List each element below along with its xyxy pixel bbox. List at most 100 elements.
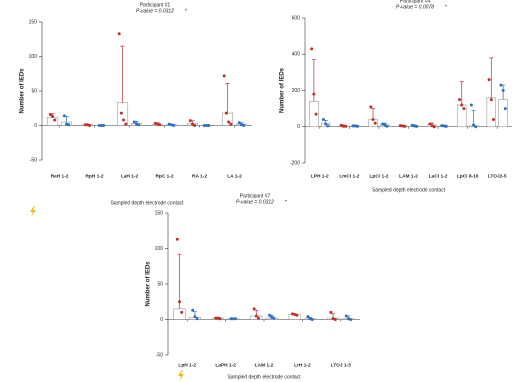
x-tick-label: LAM 1-2 [399,173,418,179]
data-point [333,318,337,321]
data-point [158,123,162,127]
chart-subtitle: P-value = 0.0078 [396,4,434,10]
data-point [191,308,195,312]
data-point [415,124,419,128]
error-bar [120,45,125,103]
data-point [207,124,211,127]
data-point [48,112,52,116]
y-tick-label: 0 [160,317,163,323]
y-axis-label: Number of IEDs [20,68,26,114]
data-point [341,124,345,128]
data-point [401,124,405,128]
data-point [193,124,197,127]
data-point [254,314,258,318]
data-point [188,119,192,123]
data-point [440,124,444,128]
y-tick-label: 600 [292,15,301,21]
data-point [137,123,141,127]
x-axis-label: Sampled depth electrode contact [227,374,301,380]
bar [498,99,508,128]
data-point [458,98,462,102]
data-point [180,310,184,314]
data-point [444,124,448,128]
data-point [117,32,121,36]
data-point [202,124,206,127]
stim-icon [30,206,184,381]
data-point [469,103,473,107]
data-point [460,103,464,107]
data-point [83,123,87,127]
bar [173,308,186,320]
y-axis-label: Number of IEDs [146,261,152,307]
data-point [227,120,231,124]
error-bar [489,57,494,98]
significance: * [445,4,447,10]
x-tick-label: LaPH 1-2 [215,362,236,368]
data-point [474,125,478,129]
x-tick-label: LaCi 1-2 [429,173,448,179]
y-tick-label: 150 [29,19,38,25]
data-point [205,124,208,127]
data-point [119,111,123,115]
data-point [272,316,276,320]
data-point [310,47,314,51]
data-point [344,314,348,318]
data-point [312,92,316,96]
data-point [195,317,199,321]
data-point [193,315,197,319]
data-point [499,83,503,87]
chart-title: Participant #1 [140,2,171,8]
data-point [373,121,377,125]
bar [486,97,497,128]
x-tick-label: LA 1-2 [227,173,242,179]
data-point [233,317,237,321]
data-point [428,122,432,126]
data-point [222,74,226,78]
data-point [492,118,495,121]
chart-title: Participant #7 [240,193,271,199]
data-point [355,124,359,128]
x-tick-label: LpCi 1-2 [369,173,388,179]
y-tick-label: 100 [155,246,164,252]
data-point [67,123,71,127]
error-bar [371,108,376,120]
data-point [503,107,507,111]
data-point [257,316,261,320]
data-point [224,111,228,115]
data-point [295,313,299,317]
chart-subtitle: P-value = 0.0312 [136,8,174,14]
x-tick-label: RpC 1-2 [155,173,173,179]
y-tick-label: 50 [31,88,37,94]
x-tick-label: LpCi 8-10 [457,173,479,179]
data-point [310,318,314,321]
x-tick-label: LaH 1-2 [121,173,139,179]
x-tick-label: RA 1-2 [192,173,207,179]
chart-title: Participant #4 [400,0,431,4]
data-point [102,124,106,127]
x-tick-label: LTOJ 1-3 [331,362,351,368]
error-bar [64,116,69,123]
data-point [97,124,101,127]
data-point [53,118,57,122]
y-tick-label: 150 [155,210,164,216]
y-tick-label: 0 [297,124,300,130]
data-point [351,124,355,128]
data-point [324,122,328,126]
y-tick-label: 400 [292,52,301,58]
data-point [442,124,446,128]
data-point [472,123,476,127]
error-bar [459,81,464,105]
data-point [172,124,176,127]
data-point [51,115,54,119]
data-point [100,124,103,127]
data-point [371,118,375,121]
data-point [314,112,318,116]
error-bar [501,84,506,100]
data-point [191,122,194,126]
x-axis-label: Sampled depth electrode contact [372,187,446,193]
x-tick-label: RaH 1-2 [51,173,69,179]
data-point [229,122,233,126]
data-point [398,124,402,128]
data-point [462,107,466,111]
data-point [242,124,246,127]
